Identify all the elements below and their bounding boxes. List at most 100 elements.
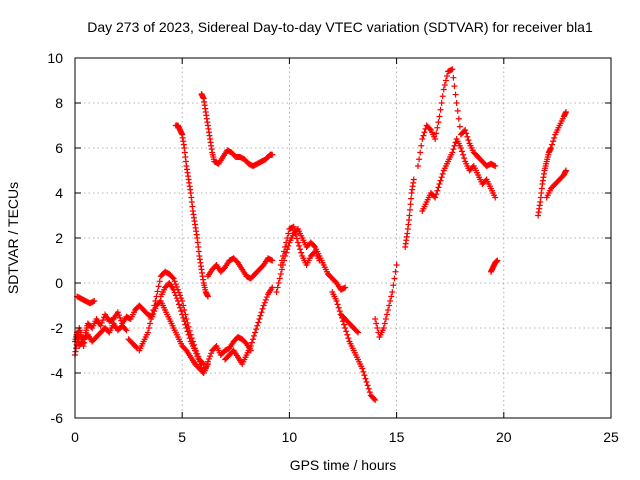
data-point bbox=[455, 115, 462, 122]
data-point bbox=[417, 149, 424, 156]
data-point bbox=[248, 339, 255, 346]
data-point bbox=[562, 109, 569, 115]
data-point bbox=[441, 82, 448, 88]
data-point bbox=[419, 136, 426, 142]
data-point bbox=[465, 137, 472, 144]
data-point bbox=[204, 293, 211, 300]
data-point bbox=[432, 194, 439, 201]
data-point bbox=[335, 304, 342, 311]
data-point bbox=[442, 77, 449, 84]
y-tick-label: 4 bbox=[55, 185, 63, 201]
series-arc-1c bbox=[74, 293, 98, 307]
x-tick-label: 25 bbox=[603, 429, 619, 445]
data-point bbox=[200, 370, 207, 376]
data-point bbox=[373, 320, 380, 327]
data-point bbox=[363, 379, 370, 385]
data-point bbox=[547, 145, 554, 151]
data-point bbox=[206, 355, 212, 362]
data-point bbox=[406, 212, 413, 219]
chart-title: Day 273 of 2023, Sidereal Day-to-day VTE… bbox=[87, 19, 593, 35]
data-point bbox=[155, 283, 162, 290]
series-arc-15 bbox=[419, 136, 499, 214]
data-point bbox=[372, 316, 379, 322]
data-point bbox=[204, 358, 211, 365]
data-point bbox=[361, 372, 368, 379]
data-point bbox=[453, 100, 460, 106]
data-point bbox=[393, 262, 400, 268]
data-point bbox=[170, 286, 177, 293]
data-point bbox=[440, 86, 447, 93]
data-point bbox=[147, 320, 154, 327]
data-point bbox=[461, 155, 468, 162]
data-point bbox=[269, 151, 276, 158]
data-point bbox=[297, 246, 304, 253]
data-point bbox=[450, 146, 457, 153]
data-point bbox=[296, 242, 303, 249]
data-point bbox=[341, 321, 348, 328]
y-axis-label: SDTVAR / TECUs bbox=[5, 182, 21, 294]
y-tick-label: 0 bbox=[55, 275, 63, 291]
data-point bbox=[183, 325, 190, 331]
data-point bbox=[256, 316, 263, 322]
data-point bbox=[149, 311, 156, 318]
data-point bbox=[382, 316, 389, 322]
series-arc-1d bbox=[125, 336, 141, 352]
data-point bbox=[434, 124, 441, 131]
series-arc-1a bbox=[72, 298, 211, 376]
data-point bbox=[433, 191, 440, 198]
data-point bbox=[148, 316, 155, 322]
data-point bbox=[381, 320, 388, 327]
data-point bbox=[551, 134, 558, 141]
data-point bbox=[362, 375, 369, 382]
data-point bbox=[387, 298, 394, 304]
data-point bbox=[549, 141, 556, 148]
data-point bbox=[117, 314, 124, 321]
data-point bbox=[435, 119, 442, 126]
data-point bbox=[438, 100, 445, 106]
data-point bbox=[449, 66, 456, 73]
data-point bbox=[353, 328, 360, 335]
y-tick-label: -2 bbox=[51, 320, 64, 336]
data-point bbox=[277, 271, 284, 277]
data-point bbox=[144, 329, 151, 336]
data-point bbox=[421, 129, 428, 136]
data-point bbox=[457, 145, 464, 151]
data-point bbox=[366, 389, 373, 396]
data-point bbox=[145, 325, 152, 331]
series-arc-7 bbox=[222, 284, 276, 367]
data-point bbox=[273, 289, 280, 295]
data-point bbox=[275, 280, 282, 286]
data-point bbox=[492, 194, 499, 201]
data-point bbox=[208, 350, 215, 357]
data-point bbox=[197, 361, 204, 368]
data-point bbox=[258, 309, 265, 316]
data-point bbox=[181, 307, 188, 313]
series-arc-11 bbox=[337, 311, 362, 336]
data-point bbox=[150, 307, 157, 313]
data-point bbox=[390, 282, 397, 289]
data-point bbox=[311, 242, 318, 249]
data-point bbox=[408, 195, 415, 202]
data-point bbox=[171, 278, 178, 285]
data-point bbox=[207, 353, 214, 360]
data-point bbox=[386, 302, 393, 309]
data-point bbox=[374, 325, 381, 331]
y-tick-label: 2 bbox=[55, 230, 63, 246]
data-point bbox=[450, 74, 457, 81]
series-arc-6 bbox=[204, 255, 276, 282]
data-point bbox=[290, 223, 297, 230]
data-point bbox=[177, 304, 184, 311]
data-point bbox=[439, 170, 446, 177]
y-tick-label: 6 bbox=[55, 140, 63, 156]
data-point bbox=[97, 322, 104, 329]
data-point bbox=[292, 231, 299, 238]
data-point bbox=[434, 187, 441, 194]
data-point bbox=[252, 329, 259, 336]
data-point bbox=[562, 167, 569, 174]
data-point bbox=[175, 301, 182, 308]
data-point bbox=[342, 325, 349, 331]
data-point bbox=[388, 293, 395, 300]
data-point bbox=[260, 302, 267, 309]
data-point bbox=[294, 239, 301, 246]
data-point bbox=[185, 331, 192, 338]
